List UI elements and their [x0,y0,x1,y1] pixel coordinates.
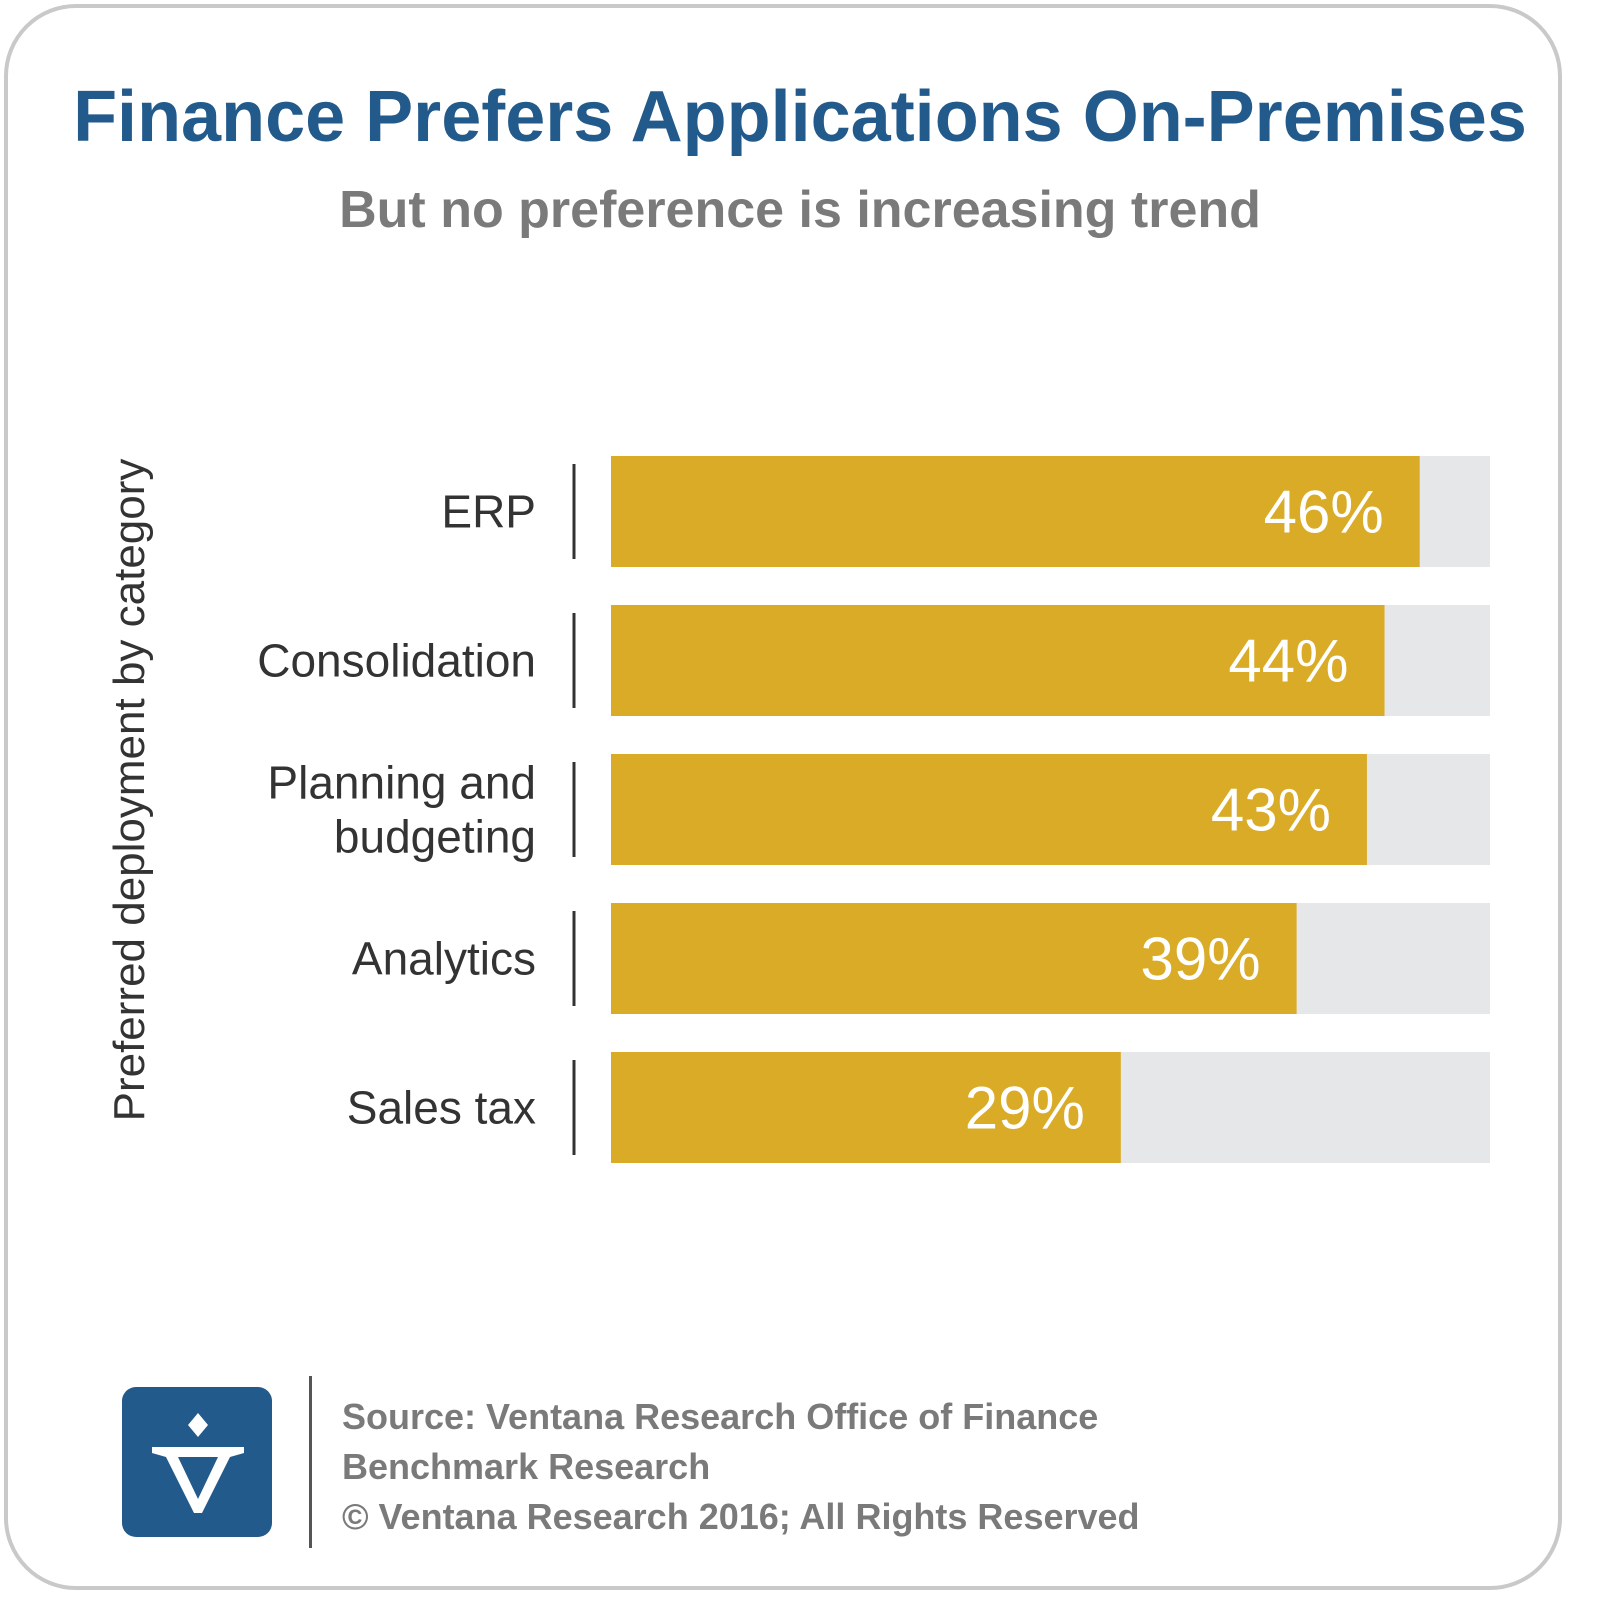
bar [611,456,1420,567]
category-label: Sales tax [347,1082,536,1134]
category-label: Planning and [267,757,536,809]
source-line-1: Source: Ventana Research Office of Finan… [342,1396,1099,1437]
chart-subtitle: But no preference is increasing trend [339,181,1261,239]
category-label: Analytics [352,933,536,985]
category-label: Consolidation [257,635,536,687]
source-line-2: Benchmark Research [342,1446,711,1487]
copyright-line: © Ventana Research 2016; All Rights Rese… [342,1496,1140,1537]
bar [611,605,1385,716]
ventana-v-logo-icon [152,1413,244,1513]
ventana-logo [122,1387,272,1537]
chart-title: Finance Prefers Applications On-Premises [73,77,1527,157]
bar [611,754,1367,865]
bar [611,1052,1121,1163]
bar-value-label: 43% [1211,777,1331,844]
category-label: budgeting [334,811,536,863]
footer-source: Source: Ventana Research Office of Finan… [342,1392,1140,1542]
bar-value-label: 46% [1264,479,1384,546]
bar-value-label: 44% [1228,628,1348,695]
bar-value-label: 29% [965,1075,1085,1142]
bar-value-label: 39% [1141,926,1261,993]
footer-divider [309,1376,312,1548]
category-label: ERP [441,486,536,538]
bar [611,903,1297,1014]
